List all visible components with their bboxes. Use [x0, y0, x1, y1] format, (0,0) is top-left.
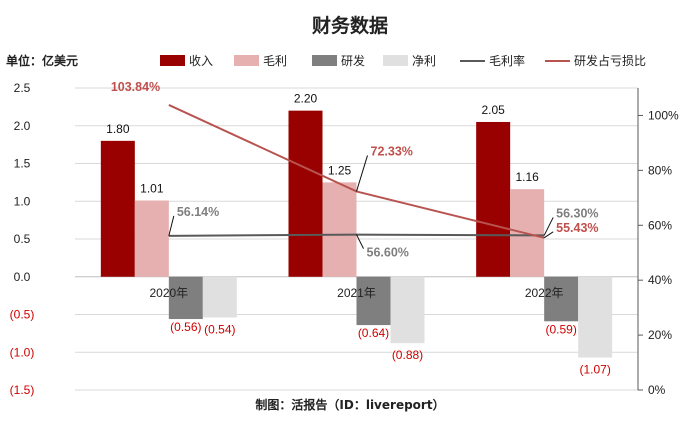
bar-4-2 [390, 276, 425, 344]
legend-swatch [234, 55, 259, 66]
bar-1-3 [476, 121, 511, 277]
bar-value-label: 2.20 [294, 92, 318, 106]
footer-credit: 制图：活报告（ID：livereport） [255, 397, 444, 412]
bars [100, 110, 613, 358]
bar-2-1 [134, 200, 169, 277]
leader-line [168, 215, 175, 236]
legend-item-1: 收入 [160, 54, 213, 68]
bar-1-1 [100, 140, 135, 277]
bar-value-label: (0.59) [545, 322, 576, 336]
legend-label: 毛利 [263, 54, 287, 68]
y-tick-label: (1.5) [10, 383, 35, 397]
y2-tick-label: 60% [648, 218, 672, 232]
unit-label: 单位：亿美元 [6, 53, 78, 68]
legend-label: 收入 [189, 54, 213, 68]
line-value-label: 56.60% [367, 246, 409, 260]
legend-label: 净利 [412, 54, 436, 68]
bar-value-label: 1.25 [328, 163, 352, 177]
axes: 2.5 2.0 1.5 1.0 0.5 0.0 (0.5) (1.0) (1.5) 100% 80%… [10, 81, 679, 397]
legend: 收入 毛利 研发 净利 毛利率 研发占亏损比 [160, 53, 646, 68]
bar-4-3 [578, 276, 613, 358]
line-value-label: 56.14% [177, 205, 219, 219]
legend-label: 研发 [341, 53, 365, 68]
legend-label: 研发占亏损比 [574, 53, 646, 68]
y-tick-label: 0.5 [14, 232, 31, 246]
bar-4-1 [202, 276, 237, 318]
legend-label: 毛利率 [489, 53, 525, 68]
legend-swatch [383, 55, 408, 66]
y-tick-label: 1.0 [14, 194, 31, 208]
y-tick-label: 1.5 [14, 157, 31, 171]
line-value-label: 103.84% [111, 80, 160, 94]
category-label: 2020年 [149, 286, 188, 300]
y-tick-label: 0.0 [14, 270, 31, 284]
bar-value-label: 1.80 [106, 122, 130, 136]
bar-3-1 [168, 276, 203, 320]
bar-value-label: 1.16 [515, 170, 539, 184]
bar-value-label: 2.05 [481, 103, 505, 117]
line-value-label: 55.43% [556, 221, 598, 235]
legend-item-2: 毛利 [234, 54, 287, 68]
legend-swatch [312, 55, 337, 66]
bar-value-label: (0.54) [204, 323, 235, 337]
legend-item-6: 研发占亏损比 [545, 53, 646, 68]
bar-2-2 [322, 182, 357, 277]
line-value-label: 72.33% [371, 144, 413, 158]
y-tick-label: (0.5) [10, 308, 35, 322]
category-label: 2021年 [337, 286, 376, 300]
y2-tick-label: 0% [648, 383, 666, 397]
line-value-label: 56.30% [556, 206, 598, 220]
bar-3-2 [356, 276, 391, 326]
leader-line [543, 217, 554, 236]
bar-value-label: 1.01 [140, 181, 164, 195]
legend-item-4: 净利 [383, 54, 436, 68]
bar-value-label: (1.07) [579, 363, 610, 377]
y2-tick-label: 40% [648, 273, 672, 287]
leader-line [356, 234, 364, 249]
legend-item-3: 研发 [312, 53, 365, 68]
y-tick-label: 2.5 [14, 81, 31, 95]
y2-tick-label: 100% [648, 108, 679, 122]
bar-value-label: (0.56) [170, 320, 201, 334]
bar-1-2 [288, 110, 323, 277]
leader-line [543, 231, 554, 239]
leader-line [356, 155, 368, 192]
chart-title: 财务数据 [312, 14, 388, 37]
y-tick-label: (1.0) [10, 345, 35, 359]
category-label: 2022年 [525, 286, 564, 300]
legend-item-5: 毛利率 [460, 53, 525, 68]
bar-value-label: (0.64) [358, 326, 389, 340]
data-labels: 1.801.01(0.56) (0.54)2020年2.201.25(0.64)(… [106, 80, 611, 377]
bar-value-label: (0.88) [392, 348, 423, 362]
y-tick-label: 2.0 [14, 119, 31, 133]
y2-tick-label: 80% [648, 163, 672, 177]
y2-tick-label: 20% [648, 328, 672, 342]
bar-3-3 [544, 276, 579, 322]
legend-swatch [160, 55, 185, 66]
